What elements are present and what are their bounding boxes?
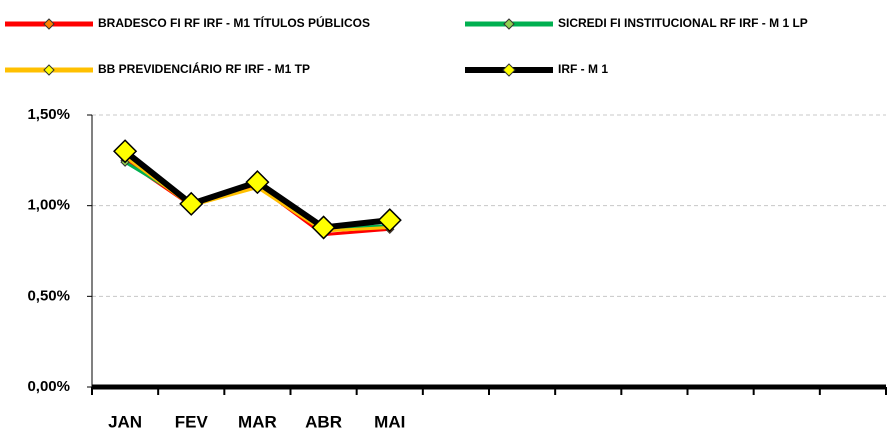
legend-marker xyxy=(503,18,515,30)
point-marker xyxy=(311,215,336,240)
x-tick-label: MAI xyxy=(374,412,405,431)
point-marker xyxy=(179,191,204,216)
legend-label: IRF - M 1 xyxy=(558,62,608,76)
y-tick-label: 1,00% xyxy=(27,197,70,214)
x-tick-label: MAR xyxy=(238,412,277,431)
legend-label: BRADESCO FI RF IRF - M1 TÍTULOS PÚBLICOS xyxy=(98,15,370,30)
legend-label: BB PREVIDENCIÁRIO RF IRF - M1 TP xyxy=(98,61,310,76)
x-tick-label: FEV xyxy=(175,412,209,431)
y-tick-label: 0,50% xyxy=(27,287,70,304)
legend-label: SICREDI FI INSTITUCIONAL RF IRF - M 1 LP xyxy=(558,16,808,30)
point-marker xyxy=(377,208,402,233)
y-tick-label: 1,50% xyxy=(27,106,70,123)
legend-marker xyxy=(502,63,516,77)
point-marker xyxy=(113,139,138,164)
point-marker xyxy=(245,170,270,195)
legend-marker xyxy=(43,64,55,76)
legend-marker xyxy=(43,18,55,30)
x-tick-label: JAN xyxy=(108,412,142,431)
y-tick-label: 0,00% xyxy=(27,378,70,395)
x-tick-label: ABR xyxy=(305,412,342,431)
